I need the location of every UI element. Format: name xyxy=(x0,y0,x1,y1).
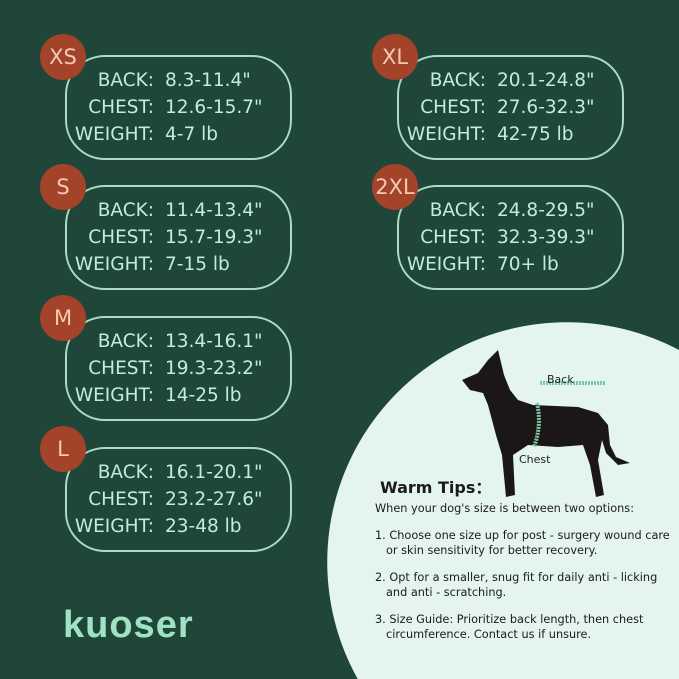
weight-value: 70+ lb xyxy=(497,254,559,275)
size-badge: S xyxy=(40,164,86,210)
tips-title: Warm Tips： xyxy=(380,478,492,497)
chest-label: CHEST: xyxy=(88,489,154,510)
chest-row: CHEST: 23.2-27.6" xyxy=(67,489,290,515)
chest-label: CHEST: xyxy=(88,358,154,379)
back-label: Back xyxy=(547,373,574,386)
chest-value: 15.7-19.3" xyxy=(165,227,263,248)
back-row: BACK: 20.1-24.8" xyxy=(399,70,622,96)
size-card-xl: BACK: 20.1-24.8" CHEST: 27.6-32.3" WEIGHT: 42… xyxy=(397,55,624,160)
size-badge: M xyxy=(40,295,86,341)
weight-row: WEIGHT: 23-48 lb xyxy=(67,516,290,542)
weight-label: WEIGHT: xyxy=(74,385,154,406)
chest-row: CHEST: 19.3-23.2" xyxy=(67,358,290,384)
size-card-2xl: BACK: 24.8-29.5" CHEST: 32.3-39.3" WEIGHT: 70… xyxy=(397,185,624,290)
back-label: BACK: xyxy=(429,70,486,91)
size-badge: XS xyxy=(40,34,86,80)
back-value: 20.1-24.8" xyxy=(497,70,595,91)
back-value: 11.4-13.4" xyxy=(165,200,263,221)
chest-measure-line xyxy=(532,402,541,448)
back-row: BACK: 24.8-29.5" xyxy=(399,200,622,226)
tip-item: 3. Size Guide: Prioritize back length, t… xyxy=(375,613,644,641)
weight-value: 7-15 lb xyxy=(165,254,230,275)
weight-value: 42-75 lb xyxy=(497,124,574,145)
chest-label: CHEST: xyxy=(88,227,154,248)
chest-value: 23.2-27.6" xyxy=(165,489,263,510)
weight-label: WEIGHT: xyxy=(74,124,154,145)
chest-row: CHEST: 15.7-19.3" xyxy=(67,227,290,253)
back-value: 8.3-11.4" xyxy=(165,70,251,91)
back-value: 16.1-20.1" xyxy=(165,462,263,483)
chest-label: CHEST: xyxy=(420,97,486,118)
back-label: BACK: xyxy=(97,200,154,221)
back-value: 24.8-29.5" xyxy=(497,200,595,221)
tips-intro: When your dog's size is between two opti… xyxy=(375,502,634,515)
back-value: 13.4-16.1" xyxy=(165,331,263,352)
back-label: BACK: xyxy=(97,70,154,91)
chest-label: CHEST: xyxy=(88,97,154,118)
back-label: BACK: xyxy=(429,200,486,221)
weight-value: 23-48 lb xyxy=(165,516,242,537)
chest-label: CHEST: xyxy=(420,227,486,248)
brand-logo: kuoser xyxy=(63,604,194,646)
back-label: BACK: xyxy=(97,331,154,352)
chest-value: 32.3-39.3" xyxy=(497,227,595,248)
weight-value: 14-25 lb xyxy=(165,385,242,406)
size-card-m: BACK: 13.4-16.1" CHEST: 19.3-23.2" WEIGHT: 14… xyxy=(65,316,292,421)
back-label: BACK: xyxy=(97,462,154,483)
weight-label: WEIGHT: xyxy=(74,516,154,537)
warm-tips: Warm Tips： When your dog's size is betwe… xyxy=(375,480,675,654)
chest-value: 12.6-15.7" xyxy=(165,97,263,118)
back-row: BACK: 11.4-13.4" xyxy=(67,200,290,226)
back-row: BACK: 8.3-11.4" xyxy=(67,70,290,96)
tip-item: 2. Opt for a smaller, snug fit for daily… xyxy=(375,571,658,599)
weight-label: WEIGHT: xyxy=(406,124,486,145)
back-row: BACK: 16.1-20.1" xyxy=(67,462,290,488)
chest-value: 19.3-23.2" xyxy=(165,358,263,379)
weight-row: WEIGHT: 4-7 lb xyxy=(67,124,290,150)
dog-illustration xyxy=(462,350,630,497)
size-card-xs: BACK: 8.3-11.4" CHEST: 12.6-15.7" WEIGHT: 4-7… xyxy=(65,55,292,160)
weight-row: WEIGHT: 70+ lb xyxy=(399,254,622,280)
size-badge: 2XL xyxy=(372,164,418,210)
weight-row: WEIGHT: 7-15 lb xyxy=(67,254,290,280)
back-row: BACK: 13.4-16.1" xyxy=(67,331,290,357)
size-card-s: BACK: 11.4-13.4" CHEST: 15.7-19.3" WEIGHT: 7-… xyxy=(65,185,292,290)
weight-row: WEIGHT: 42-75 lb xyxy=(399,124,622,150)
size-badge: L xyxy=(40,426,86,472)
dog-silhouette xyxy=(462,350,630,497)
chest-label: Chest xyxy=(519,453,551,466)
chest-row: CHEST: 32.3-39.3" xyxy=(399,227,622,253)
tip-item: 1. Choose one size up for post - surgery… xyxy=(375,529,670,557)
size-card-l: BACK: 16.1-20.1" CHEST: 23.2-27.6" WEIGHT: 23… xyxy=(65,447,292,552)
weight-label: WEIGHT: xyxy=(74,254,154,275)
chest-row: CHEST: 12.6-15.7" xyxy=(67,97,290,123)
weight-row: WEIGHT: 14-25 lb xyxy=(67,385,290,411)
weight-value: 4-7 lb xyxy=(165,124,218,145)
weight-label: WEIGHT: xyxy=(406,254,486,275)
size-badge: XL xyxy=(372,34,418,80)
chest-row: CHEST: 27.6-32.3" xyxy=(399,97,622,123)
chest-value: 27.6-32.3" xyxy=(497,97,595,118)
